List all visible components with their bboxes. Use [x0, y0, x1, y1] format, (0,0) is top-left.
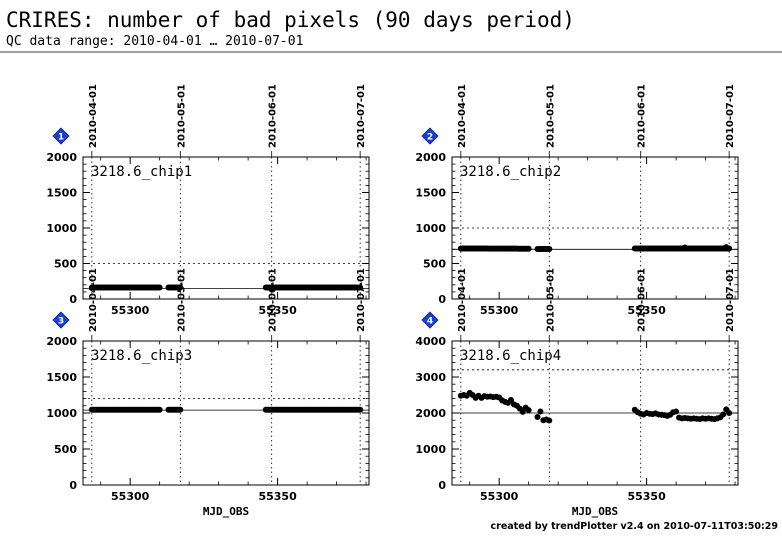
- y-tick-label: 1000: [46, 407, 77, 420]
- date-marker-label: 2010-05-01: [176, 84, 187, 148]
- data-point: [156, 406, 163, 413]
- x-tick-label: 55300: [480, 490, 519, 503]
- data-point: [357, 406, 364, 413]
- y-tick-label: 0: [69, 293, 77, 306]
- data-point: [177, 284, 184, 291]
- date-marker-label: 2010-07-01: [356, 268, 367, 332]
- data-point: [507, 397, 514, 404]
- x-tick-label: 55350: [258, 304, 297, 317]
- date-marker-label: 2010-04-01: [457, 268, 468, 332]
- x-axis-label: MJD_OBS: [572, 505, 618, 518]
- date-marker-label: 2010-05-01: [545, 268, 556, 332]
- x-tick-label: 55350: [627, 490, 666, 503]
- data-point: [156, 284, 163, 291]
- data-point: [534, 413, 541, 420]
- date-marker-label: 2010-06-01: [637, 268, 648, 332]
- date-marker-label: 2010-07-01: [725, 268, 736, 332]
- y-tick-label: 1500: [46, 187, 77, 200]
- y-tick-label: 0: [438, 479, 446, 492]
- data-point: [546, 417, 553, 424]
- y-tick-label: 1000: [415, 222, 446, 235]
- date-marker-label: 2010-06-01: [268, 268, 279, 332]
- data-point: [546, 245, 553, 252]
- x-tick-label: 55350: [627, 304, 666, 317]
- panel-label: 3218.6_chip1: [91, 164, 192, 180]
- data-point: [525, 407, 532, 414]
- panel-badge-icon: [52, 127, 70, 145]
- y-tick-label: 2000: [46, 335, 77, 348]
- y-tick-label: 500: [54, 443, 77, 456]
- data-point: [681, 244, 688, 251]
- x-axis-label: MJD_OBS: [203, 505, 249, 518]
- y-tick-label: 0: [438, 293, 446, 306]
- panel-badge-number: 4: [427, 317, 433, 327]
- panel-label: 3218.6_chip4: [460, 348, 561, 364]
- data-point: [673, 408, 680, 415]
- date-marker-label: 2010-06-01: [268, 84, 279, 148]
- data-point: [720, 411, 727, 418]
- figure-title: CRIRES: number of bad pixels (90 days pe…: [6, 8, 575, 32]
- panel-badge-number: 2: [427, 133, 433, 143]
- y-tick-label: 1500: [46, 371, 77, 384]
- x-tick-label: 55300: [111, 490, 150, 503]
- y-tick-label: 1000: [415, 443, 446, 456]
- y-tick-label: 2000: [415, 151, 446, 164]
- panel-badge-number: 1: [58, 133, 64, 143]
- data-point: [723, 244, 730, 251]
- panels-group: 1 2010-04-01 2010-05-01 2010-06-01 2010-07-0…: [46, 84, 739, 518]
- date-marker-label: 2010-04-01: [88, 84, 99, 148]
- panel-label: 3218.6_chip2: [460, 164, 561, 180]
- date-marker-label: 2010-06-01: [637, 84, 648, 148]
- data-point: [537, 408, 544, 415]
- x-tick-label: 55300: [111, 304, 150, 317]
- date-marker-label: 2010-04-01: [457, 84, 468, 148]
- y-tick-label: 500: [423, 258, 446, 271]
- chart-panel-3: 3 2010-04-01 2010-05-01 2010-06-01 2010-07-0…: [46, 268, 370, 518]
- date-marker-label: 2010-07-01: [356, 84, 367, 148]
- y-tick-label: 2000: [415, 407, 446, 420]
- date-marker-label: 2010-07-01: [725, 84, 736, 148]
- x-tick-label: 55300: [480, 304, 519, 317]
- footer-credit: created by trendPlotter v2.4 on 2010-07-…: [491, 521, 779, 532]
- chart-panel-2: 2 2010-04-01 2010-05-01 2010-06-01 2010-07-0…: [415, 84, 739, 317]
- date-marker-label: 2010-04-01: [88, 268, 99, 332]
- x-tick-label: 55350: [258, 490, 297, 503]
- data-point: [177, 406, 184, 413]
- y-tick-label: 3000: [415, 371, 446, 384]
- panel-badge-icon: [421, 127, 439, 145]
- figure-subtitle: QC data range: 2010-04-01 … 2010-07-01: [6, 34, 303, 49]
- data-point: [357, 284, 364, 291]
- data-point: [519, 408, 526, 415]
- data-point: [726, 410, 733, 416]
- y-tick-label: 4000: [415, 335, 446, 348]
- panel-badge-icon: [421, 311, 439, 329]
- date-marker-label: 2010-05-01: [545, 84, 556, 148]
- y-tick-label: 500: [54, 258, 77, 271]
- y-tick-label: 1000: [46, 222, 77, 235]
- date-marker-label: 2010-05-01: [176, 268, 187, 332]
- y-tick-label: 1500: [415, 187, 446, 200]
- chart-panel-4: 4 2010-04-01 2010-05-01 2010-06-01 2010-07-0…: [415, 268, 739, 518]
- y-tick-label: 0: [69, 479, 77, 492]
- panel-badge-icon: [52, 311, 70, 329]
- chart-panel-1: 1 2010-04-01 2010-05-01 2010-06-01 2010-07-0…: [46, 84, 370, 317]
- panel-badge-number: 3: [58, 317, 64, 327]
- y-tick-label: 2000: [46, 151, 77, 164]
- panel-label: 3218.6_chip3: [91, 348, 192, 364]
- data-point: [525, 245, 532, 252]
